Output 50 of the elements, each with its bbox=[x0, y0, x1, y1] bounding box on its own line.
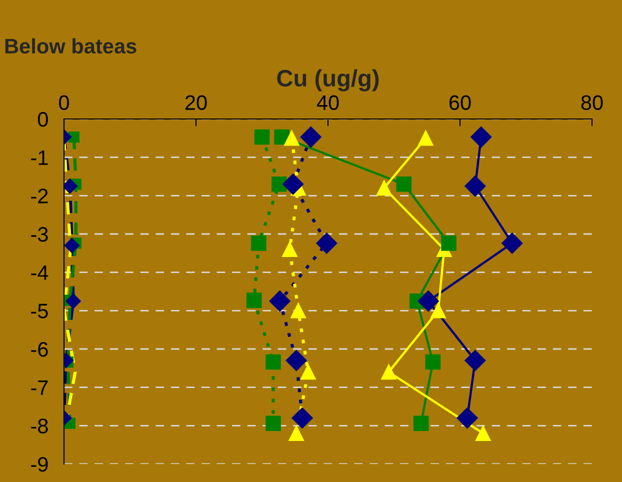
point bbox=[470, 126, 492, 148]
point bbox=[282, 242, 298, 257]
point bbox=[290, 303, 306, 318]
y-tick-label: -2 bbox=[31, 188, 48, 204]
x-tick-label: 0 bbox=[59, 95, 69, 110]
point bbox=[418, 130, 434, 146]
point bbox=[430, 303, 446, 318]
point bbox=[381, 364, 396, 380]
y-tick-label: -7 bbox=[31, 380, 48, 395]
point bbox=[254, 129, 270, 145]
point bbox=[286, 350, 307, 372]
y-tick-label: -3 bbox=[31, 227, 48, 242]
point bbox=[396, 176, 412, 192]
y-tick-label: -5 bbox=[31, 304, 48, 318]
y-tick-label: -9 bbox=[31, 457, 48, 472]
x-axis-title: Cu (ug/g) bbox=[277, 69, 379, 92]
point bbox=[425, 354, 441, 370]
point bbox=[413, 416, 429, 432]
y-tick-label: -1 bbox=[31, 150, 48, 165]
point bbox=[282, 174, 304, 195]
x-tick-label: 60 bbox=[449, 95, 471, 110]
point bbox=[68, 131, 80, 143]
y-tick-label: -8 bbox=[31, 418, 48, 434]
point bbox=[316, 232, 338, 254]
point bbox=[502, 232, 523, 254]
y-tick-label: -6 bbox=[31, 342, 48, 357]
point bbox=[266, 416, 281, 432]
point bbox=[418, 290, 439, 312]
point bbox=[288, 426, 304, 441]
point bbox=[300, 126, 322, 148]
x-tick-label: 40 bbox=[316, 95, 339, 110]
point bbox=[464, 350, 486, 372]
point bbox=[376, 180, 392, 196]
text: Below bateas bbox=[5, 38, 136, 54]
point bbox=[456, 407, 478, 429]
point bbox=[246, 292, 262, 308]
point bbox=[300, 364, 316, 380]
point bbox=[272, 176, 287, 192]
x-tick-label: 20 bbox=[185, 95, 207, 110]
point bbox=[269, 290, 290, 312]
y-tick-label: -4 bbox=[31, 266, 48, 280]
point bbox=[475, 426, 491, 441]
point bbox=[441, 236, 456, 251]
point bbox=[266, 354, 281, 370]
point bbox=[464, 176, 486, 197]
point bbox=[251, 236, 266, 251]
y-tick-label: 0 bbox=[38, 112, 48, 127]
point bbox=[292, 407, 313, 429]
point bbox=[284, 130, 300, 146]
x-tick-label: 80 bbox=[581, 95, 603, 110]
